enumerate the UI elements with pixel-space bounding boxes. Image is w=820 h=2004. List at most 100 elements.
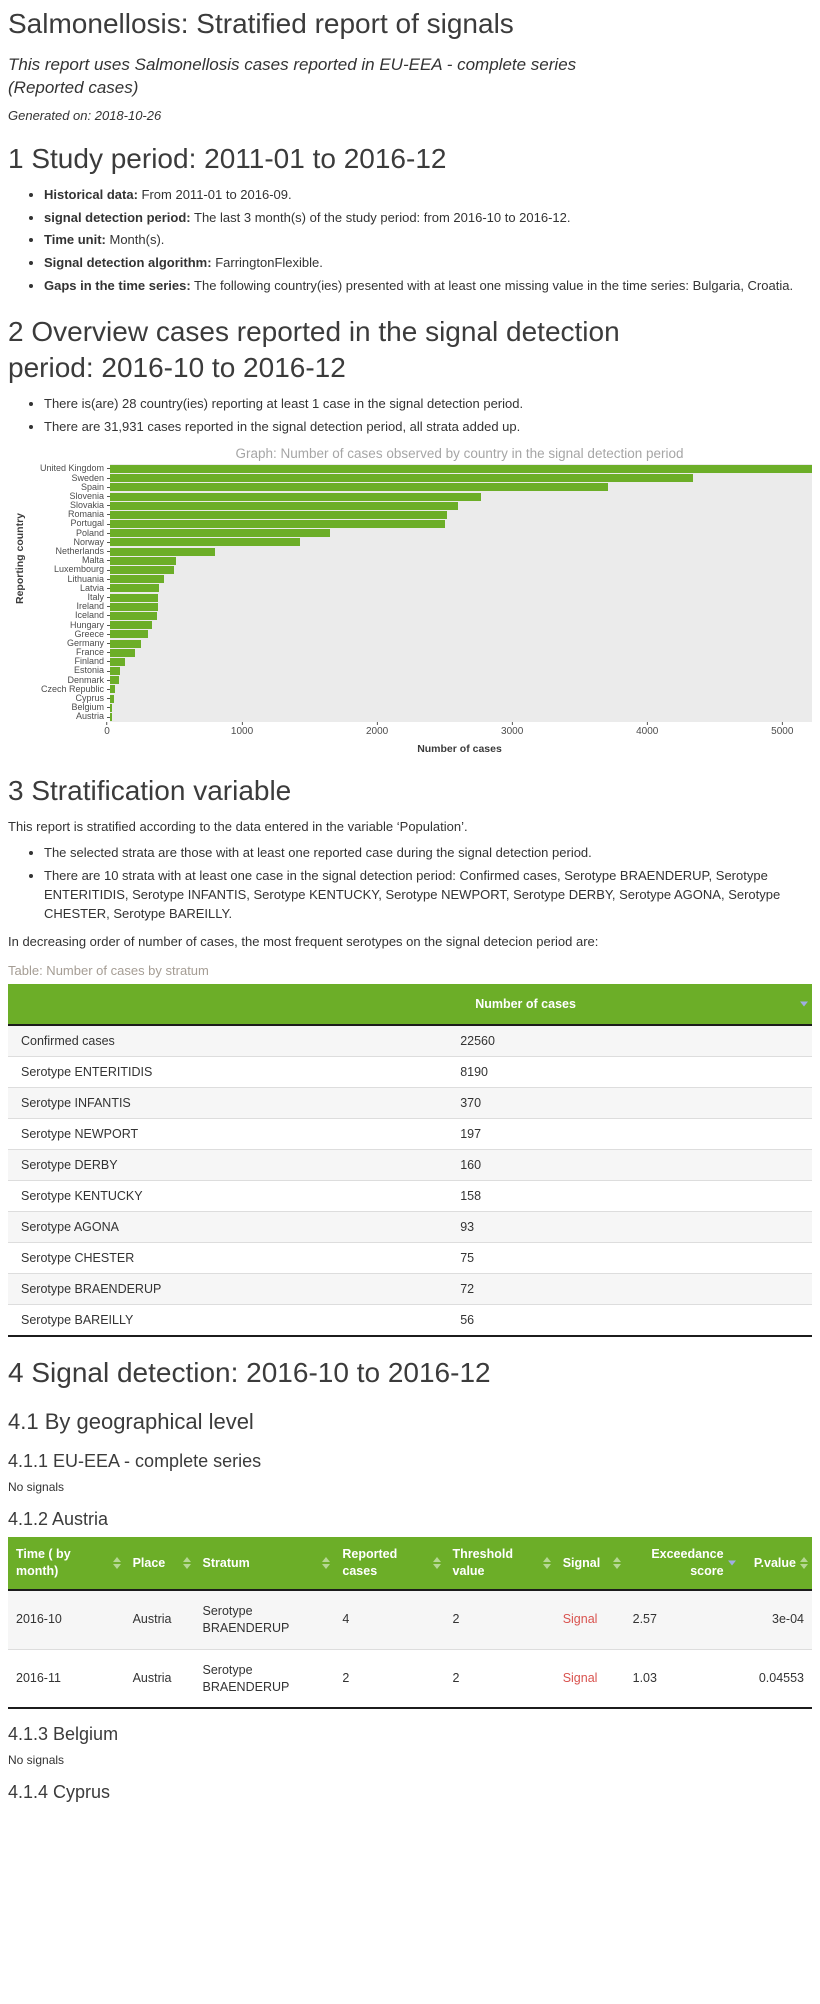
signal-cell: Signal: [554, 1648, 625, 1709]
chart-row: France: [8, 647, 812, 658]
column-header-label: Time ( by month): [16, 1547, 71, 1578]
cases-cell: 75: [450, 1242, 812, 1274]
bar: [110, 611, 158, 620]
subsection-4-1-1-heading: 4.1.1 EU-EEA - complete series: [8, 1451, 262, 1472]
y-tick-mark: [107, 633, 110, 635]
sort-icon: [800, 1557, 808, 1569]
panel-row: [110, 638, 812, 649]
y-tick-mark: [107, 477, 110, 479]
table-row: Confirmed cases 22560: [8, 1025, 812, 1057]
bullet-item: Historical data: From 2011-01 to 2016-09…: [44, 186, 812, 205]
country-tick-label: Cyprus: [75, 693, 104, 704]
y-tick-mark: [107, 707, 110, 709]
column-header-signal[interactable]: Signal: [554, 1537, 625, 1591]
panel-row: [110, 629, 812, 639]
bar: [110, 464, 812, 473]
column-header-reported-cases[interactable]: Reported cases: [334, 1537, 445, 1591]
country-tick-label: Germany: [66, 637, 104, 648]
bar: [110, 639, 141, 648]
report-subtitle: This report uses Salmonellosis cases rep…: [8, 55, 577, 98]
section3-heading: 3 Stratification variable: [8, 774, 292, 806]
bar: [110, 621, 152, 630]
country-tick-label: Romania: [67, 509, 104, 520]
chart-row: Norway: [8, 537, 812, 548]
cases-cell: 160: [450, 1149, 812, 1181]
column-header-threshold-value[interactable]: Threshold value: [444, 1537, 555, 1591]
bar: [110, 657, 125, 666]
cases-cell: 22560: [460, 1034, 495, 1049]
bar: [110, 630, 149, 639]
y-tick-mark: [107, 505, 110, 507]
sort-icon: [612, 1557, 621, 1569]
table-row: Serotype NEWPORT 197: [8, 1118, 812, 1150]
chart-row: Greece: [8, 629, 812, 639]
sort-desc-icon: [800, 1001, 808, 1007]
subsection-4-1-3-heading: 4.1.3 Belgium: [8, 1724, 119, 1745]
y-tick-mark: [107, 615, 110, 617]
section4-1-heading: 4.1 By geographical level: [8, 1408, 254, 1434]
cases-cell: 370: [450, 1087, 812, 1119]
column-header-time-by-month[interactable]: Time ( by month): [8, 1537, 125, 1591]
chart-row: Ireland: [8, 601, 812, 612]
chart-row: Sweden: [8, 473, 812, 483]
country-tick-label: Slovakia: [69, 500, 104, 511]
panel-row: [110, 611, 812, 621]
bar: [110, 703, 113, 712]
subsection-4-1-4-heading: 4.1.4 Cyprus: [8, 1781, 111, 1802]
cases-by-country-chart: Graph: Number of cases observed by count…: [8, 444, 812, 755]
number-of-cases-column-header[interactable]: Number of cases: [450, 984, 812, 1027]
place-cell: Austria: [124, 1648, 195, 1709]
table-row: Serotype DERBY 160: [8, 1149, 812, 1181]
column-header-stratum[interactable]: Stratum: [194, 1537, 335, 1591]
bar: [110, 492, 481, 501]
country-tick-label: Czech Republic: [40, 683, 104, 694]
stratum-table-caption: Table: Number of cases by stratum: [8, 963, 209, 979]
column-header-p-value[interactable]: P.value: [739, 1537, 812, 1591]
panel-row: [110, 675, 812, 685]
panel-row: [110, 666, 812, 676]
y-tick-mark: [107, 688, 110, 690]
country-tick-label: Ireland: [76, 601, 104, 612]
panel-row: [110, 473, 812, 483]
column-header-label: P.value: [753, 1555, 796, 1570]
bar: [110, 520, 446, 529]
chart-row: Iceland: [8, 611, 812, 621]
x-tick: 2000: [366, 721, 388, 737]
bar: [110, 667, 121, 676]
chart-row: Italy: [8, 592, 812, 603]
bar: [110, 510, 447, 519]
cases-cell: 93: [450, 1211, 812, 1243]
chart-row: Luxembourg: [8, 565, 812, 575]
table-row: Serotype INFANTIS 370: [8, 1087, 812, 1119]
pvalue-cell: 0.04553: [739, 1648, 812, 1709]
stratum-cell: Serotype NEWPORT: [8, 1118, 451, 1150]
report-page: Salmonellosis: Stratified report of sign…: [0, 0, 820, 1804]
reported-cases-cell: 4: [342, 1612, 350, 1627]
chart-row: Hungary: [8, 620, 812, 630]
table-row: Serotype AGONA 93: [8, 1211, 812, 1243]
bar: [110, 648, 136, 657]
panel-row: [110, 648, 812, 658]
y-tick-mark: [107, 514, 110, 516]
chart-row: Netherlands: [8, 546, 812, 557]
y-tick-mark: [107, 587, 110, 589]
sort-icon: [182, 1557, 191, 1569]
chart-row: Slovakia: [8, 500, 812, 511]
generated-on: Generated on: 2018-10-26: [8, 108, 162, 124]
sort-icon: [112, 1557, 121, 1569]
chart-row: Poland: [8, 528, 812, 538]
chart-row: Lithuania: [8, 574, 812, 584]
y-tick-mark: [107, 569, 110, 571]
column-header-place[interactable]: Place: [124, 1537, 195, 1591]
table-row: Serotype BAREILLY 56: [8, 1304, 812, 1337]
bar: [110, 501, 458, 510]
table-row: Serotype BRAENDERUP 72: [8, 1273, 812, 1305]
signal-cell: Signal: [562, 1612, 598, 1627]
panel-row: [110, 482, 812, 492]
threshold-cell: 2: [444, 1648, 555, 1709]
column-header-exceedance-score[interactable]: Exceedance score: [624, 1537, 740, 1591]
panel-row: [110, 565, 812, 575]
threshold-cell: 2: [452, 1612, 460, 1627]
stratum-column-header[interactable]: [8, 984, 451, 1027]
column-header-label: Threshold value: [452, 1547, 513, 1578]
